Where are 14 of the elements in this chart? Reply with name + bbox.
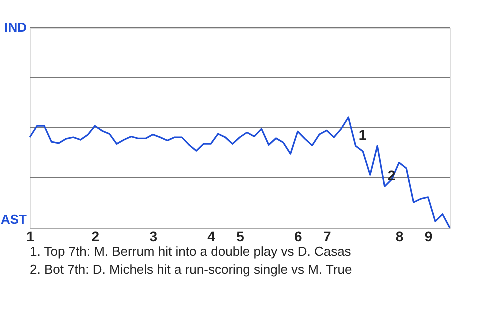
x-tick-label: 8 [396, 228, 404, 244]
x-tick-label: 4 [208, 228, 216, 244]
text: IND [4, 20, 27, 35]
x-tick-label: 5 [236, 228, 245, 244]
x-tick-label: 3 [150, 228, 158, 244]
text: 1. Top 7th: M. Berrum hit into a double play vs D. Casas [30, 244, 352, 259]
annotation: 1 [358, 127, 367, 144]
x-tick-label: 1 [26, 228, 35, 244]
x-tick-label: 2 [92, 228, 100, 244]
x-tick-label: 9 [424, 228, 433, 244]
x-tick-label: 6 [294, 228, 303, 244]
x-tick-label: 7 [324, 228, 332, 244]
text: 2. Bot 7th: D. Michels hit a run-scoring single vs M. True [30, 262, 352, 277]
text: AST [1, 212, 28, 227]
